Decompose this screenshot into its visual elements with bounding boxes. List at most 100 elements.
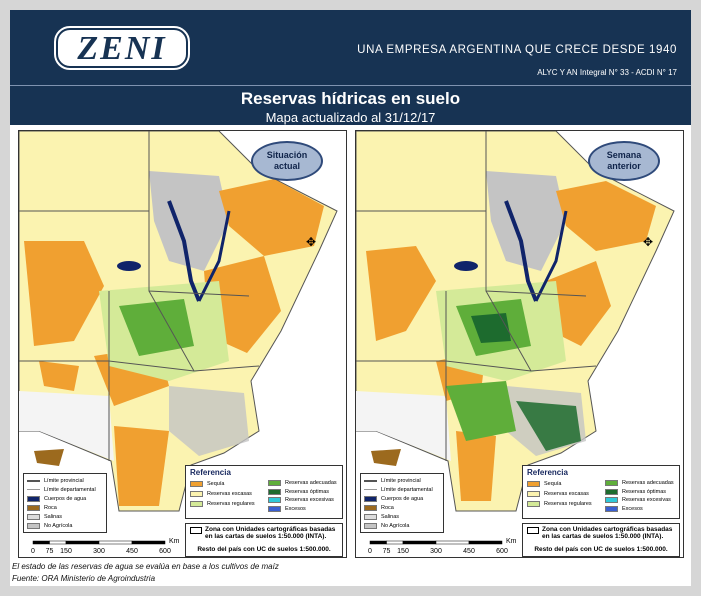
legend-label: Límite departamental (381, 486, 433, 493)
reference-legend: Referencia Sequía Reservas escasas Reservas… (185, 465, 343, 519)
legend-label: Límite departamental (44, 486, 96, 493)
zone-swatch (190, 527, 202, 534)
adequate-zone (446, 381, 516, 441)
scale-segment (435, 540, 470, 545)
tagline: UNA EMPRESA ARGENTINA QUE CRECE DESDE 19… (357, 44, 677, 56)
zone-row: Zona con Unidades cartográficas basadas … (527, 526, 675, 540)
legend-label: Reservas óptimas (285, 488, 330, 495)
scale-label: 600 (159, 548, 171, 555)
legend-column: Reservas adecuadas Reservas óptimas Reserv… (605, 479, 674, 513)
scale-segment (98, 540, 133, 545)
legend-swatch (190, 501, 203, 507)
water (117, 261, 141, 271)
legend-swatch (364, 479, 377, 482)
optimal-zone (516, 401, 581, 451)
scale-segment (131, 540, 166, 545)
legend-row: Excesos (605, 505, 674, 514)
sequia-zone (24, 241, 104, 346)
legend-label: Reservas adecuadas (285, 480, 337, 487)
reference-legend: Referencia Sequía Reservas escasas Reservas… (522, 465, 680, 519)
scale-label: 150 (60, 548, 72, 555)
boundaries-legend: Límite provincial Límite departamental Cue… (23, 473, 107, 533)
legend-column: Sequía Reservas escasas Reservas regulares (190, 479, 268, 513)
legend-swatch (527, 501, 540, 507)
license: ALYC Y AN Integral N° 33 - ACDI N° 17 (537, 68, 677, 77)
legend-swatch (27, 513, 40, 520)
no-agricola (486, 171, 566, 271)
boundaries-legend: Límite provincial Límite departamental Cue… (360, 473, 444, 533)
map-panel: ✥ 0 75 150 300 450 600 Km Semana anterior Límite … (355, 130, 684, 558)
scale-unit: Km (506, 538, 517, 545)
legend-row: Reservas óptimas (605, 488, 674, 497)
scale-label: 75 (46, 548, 54, 555)
water (454, 261, 478, 271)
zone-text: Zona con Unidades cartográficas basadas … (205, 526, 336, 540)
legend-swatch (27, 504, 40, 511)
legend-swatch (190, 491, 203, 497)
legend-row: Excesos (268, 505, 337, 514)
sequia-zone (39, 361, 79, 391)
legend-row: Reservas escasas (190, 489, 268, 499)
legend-label: Roca (381, 504, 394, 511)
legend-row: Límite departamental (364, 485, 440, 494)
legend-label: No Agrícola (381, 522, 410, 529)
legend-swatch (527, 491, 540, 497)
zone-text: Zona con Unidades cartográficas basadas … (542, 526, 673, 540)
legend-swatch (268, 480, 281, 487)
zone-note: Zona con Unidades cartográficas basadas … (185, 523, 343, 557)
legend-row: Límite provincial (27, 476, 103, 485)
legend-swatch (364, 513, 377, 520)
no-agricola (19, 391, 114, 461)
scale-label: 300 (430, 548, 442, 555)
legend-row: Reservas excesivas (605, 496, 674, 505)
no-agricola (169, 386, 249, 456)
legend-label: Cuerpos de agua (381, 495, 424, 502)
scale-segment (369, 540, 387, 545)
rest-text: Resto del país con UC de suelos 1:500.00… (197, 546, 331, 553)
legend-row: Reservas escasas (527, 489, 605, 499)
legend-label: Cuerpos de agua (44, 495, 87, 502)
legend-row: Reservas excesivas (268, 496, 337, 505)
scale-segment (468, 540, 503, 545)
scale-label: 0 (31, 548, 35, 555)
legend-label: Salinas (381, 513, 400, 520)
water (504, 200, 538, 302)
scale-unit: Km (169, 538, 180, 545)
legend-swatch (27, 495, 40, 502)
scale-label: 75 (383, 548, 391, 555)
legend-label: Reservas regulares (207, 501, 255, 507)
legend-label: Límite provincial (44, 477, 84, 484)
legend-swatch (190, 481, 203, 487)
provincial-boundary (356, 360, 597, 372)
scale-label: 300 (93, 548, 105, 555)
legend-swatch (605, 505, 618, 512)
legend-row: Límite provincial (364, 476, 440, 485)
legend-swatch (27, 489, 40, 490)
rest-text: Resto del país con UC de suelos 1:500.00… (534, 546, 668, 553)
legend-label: Excesos (622, 505, 643, 512)
compass: ✥ (643, 235, 653, 249)
legend-label: Reservas adecuadas (622, 480, 674, 487)
compass: ✥ (306, 235, 316, 249)
badge: Situación actual (251, 141, 323, 181)
legend-row: Sequía (190, 479, 268, 489)
scale-segment (32, 540, 50, 545)
optimal-zone (471, 313, 511, 343)
legend-label: Reservas excesivas (285, 497, 334, 504)
sequia-zone (366, 246, 436, 341)
no-agricola (149, 171, 229, 271)
sequia-zone (456, 431, 496, 501)
scale-segment (402, 540, 437, 545)
footnote: Fuente: ORA Ministerio de Agroindustria (12, 574, 156, 583)
sequia-zone (219, 179, 324, 256)
legend-columns: Sequía Reservas escasas Reservas regulares… (190, 479, 338, 513)
legend-swatch (364, 495, 377, 502)
footnote: El estado de las reservas de agua se eva… (12, 562, 279, 571)
roca-zone (371, 449, 401, 466)
legend-label: Límite provincial (381, 477, 421, 484)
scale-label: 0 (368, 548, 372, 555)
scale-label: 600 (496, 548, 508, 555)
legend-row: No Agrícola (27, 521, 103, 530)
neighbour-land (531, 131, 683, 557)
legend-swatch (605, 497, 618, 504)
